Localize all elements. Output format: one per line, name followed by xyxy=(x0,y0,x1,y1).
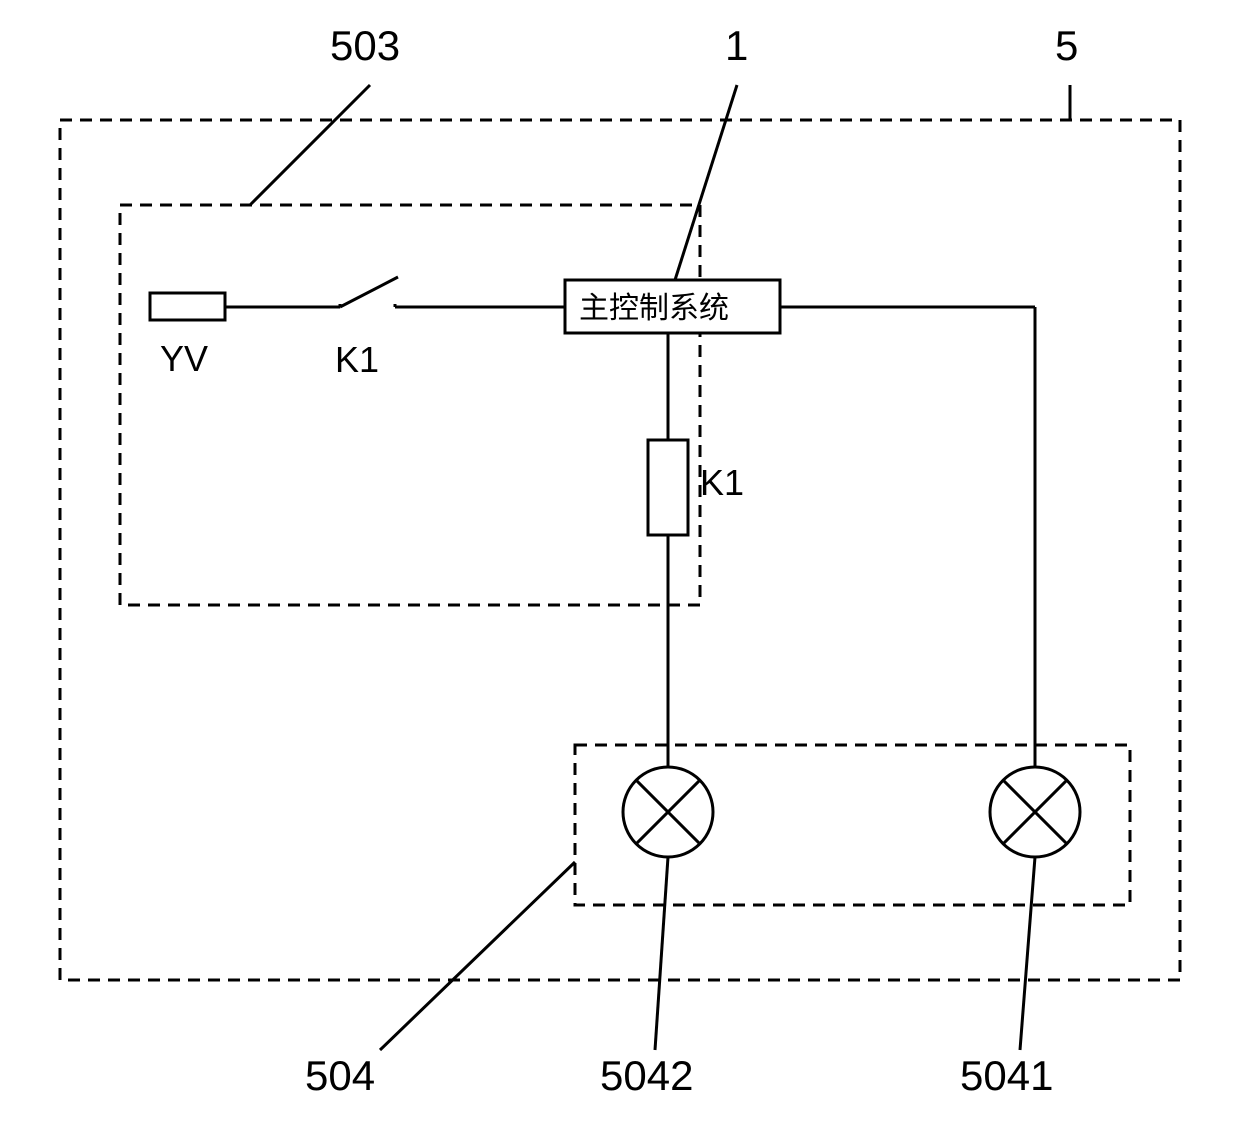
yv-component xyxy=(150,293,225,320)
relay-coil xyxy=(648,440,688,535)
ref-r5042: 5042 xyxy=(600,1052,693,1099)
ref-r5041: 5041 xyxy=(960,1052,1053,1099)
ref-r504: 504 xyxy=(305,1052,375,1099)
ref-r503: 503 xyxy=(330,22,400,69)
yv-label: YV xyxy=(160,338,208,379)
main-control-label: 主控制系统 xyxy=(579,292,729,325)
ref-r5: 5 xyxy=(1055,22,1078,69)
relay-coil-label: K1 xyxy=(700,462,744,503)
canvas-bg xyxy=(0,0,1240,1132)
ref-r1: 1 xyxy=(725,22,748,69)
switch-label: K1 xyxy=(335,339,379,380)
